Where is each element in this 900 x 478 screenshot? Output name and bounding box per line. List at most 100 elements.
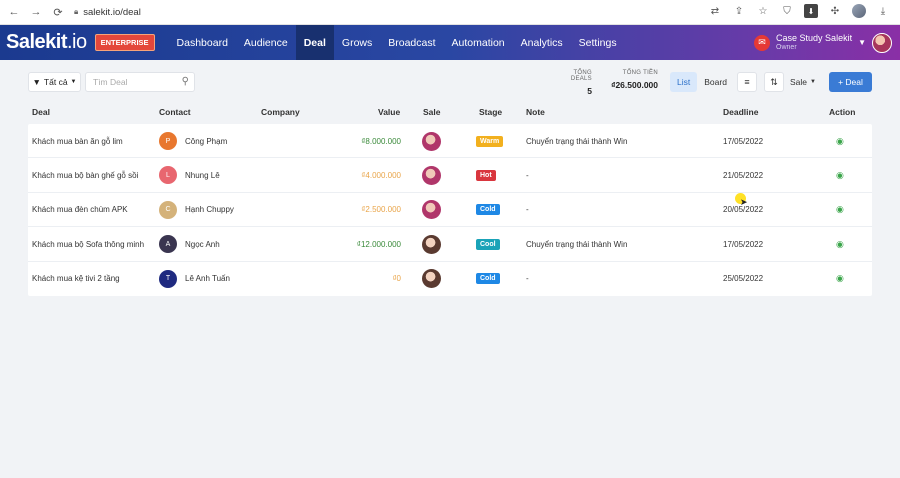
sale-avatar[interactable]	[422, 124, 441, 158]
stage-badge[interactable]: Cold	[476, 262, 500, 296]
contact-avatar: T	[159, 269, 177, 288]
forward-icon[interactable]: →	[30, 6, 42, 18]
user-avatar[interactable]	[872, 32, 892, 53]
table-header: Deal Contact Company Value Sale Stage No…	[28, 103, 872, 121]
note-cell: -	[526, 274, 529, 284]
menu-analytics[interactable]: Analytics	[520, 36, 563, 49]
sale-filter-dropdown[interactable]: Sale ▼	[790, 77, 816, 87]
contact-cell[interactable]: T Lê Anh Tuấn	[159, 262, 230, 296]
contact-cell[interactable]: A Ngọc Anh	[159, 227, 220, 261]
menu-grows[interactable]: Grows	[341, 36, 373, 49]
stage-badge[interactable]: Cool	[476, 227, 500, 261]
view-list-button[interactable]: List	[670, 72, 698, 92]
table-row[interactable]: Khách mua bộ Sofa thông minh A Ngọc Anh ₫12…	[28, 227, 872, 262]
stage-badge[interactable]: Hot	[476, 158, 496, 192]
sort-icon[interactable]: ⇅	[764, 72, 784, 92]
salekit-logo[interactable]: Salekit.io	[6, 31, 87, 53]
col-action: Action	[829, 107, 856, 117]
note-cell: Chuyển trạng thái thành Win	[526, 136, 628, 146]
sale-avatar[interactable]	[422, 262, 441, 296]
share-icon[interactable]: ⇪	[734, 5, 744, 17]
col-contact[interactable]: Contact	[159, 107, 191, 117]
table-row[interactable]: Khách mua bộ bàn ghế gỗ sồi L Nhung Lê ₫4.0…	[28, 158, 872, 193]
sale-avatar[interactable]	[422, 158, 441, 192]
account-menu[interactable]: ✉ Case Study Salekit Owner ▼	[754, 25, 892, 60]
menu-list-icon[interactable]: ≡	[737, 72, 757, 92]
bookmark-star-icon[interactable]: ☆	[758, 5, 768, 17]
contact-cell[interactable]: P Công Phạm	[159, 124, 227, 158]
menu-deal[interactable]: Deal	[295, 25, 334, 60]
mail-icon[interactable]: ✉	[754, 34, 771, 51]
contact-avatar: C	[159, 200, 177, 219]
contact-cell[interactable]: L Nhung Lê	[159, 158, 220, 192]
deal-name[interactable]: Khách mua kệ tivi 2 tầng	[32, 274, 120, 284]
table-row[interactable]: Khách mua kệ tivi 2 tầng T Lê Anh Tuấn ₫0 Co…	[28, 262, 872, 296]
filter-icon: ▼	[32, 77, 41, 87]
table-row[interactable]: Khách mua bàn ăn gỗ lim P Công Phạm ₫8.000.…	[28, 124, 872, 159]
menu-broadcast[interactable]: Broadcast	[388, 36, 436, 49]
contact-name: Ngọc Anh	[185, 239, 220, 249]
main-menu: Dashboard Audience Deal Grows Broadcast …	[169, 25, 625, 60]
lock-icon: 🔒︎	[74, 7, 79, 16]
total-value: TỔNG TIỀN ₫26.500.000	[611, 70, 658, 90]
back-icon[interactable]: ←	[8, 6, 20, 18]
deal-name[interactable]: Khách mua bộ Sofa thông minh	[32, 239, 145, 249]
view-eye-icon[interactable]: ◉	[836, 135, 844, 146]
translate-icon[interactable]: ⇄	[710, 5, 720, 17]
puzzle-icon[interactable]: ✣	[830, 5, 840, 17]
extension-download-icon[interactable]: ⬇	[804, 4, 818, 18]
caret-down-icon: ▼	[70, 79, 77, 85]
note-cell: -	[526, 205, 529, 215]
profile-avatar-icon[interactable]	[852, 4, 866, 18]
col-stage[interactable]: Stage	[479, 107, 503, 117]
view-eye-icon[interactable]: ◉	[836, 169, 844, 180]
view-board-button[interactable]: Board	[704, 77, 727, 87]
contact-avatar: P	[159, 132, 177, 150]
filter-dropdown[interactable]: ▼ Tất cả ▼	[28, 72, 81, 92]
col-sale[interactable]: Sale	[423, 107, 441, 117]
menu-dashboard[interactable]: Dashboard	[176, 36, 228, 49]
view-toggle: List Board	[670, 72, 734, 92]
caret-down-icon[interactable]: ▼	[858, 38, 866, 47]
col-deal[interactable]: Deal	[32, 107, 50, 117]
col-company[interactable]: Company	[261, 107, 300, 117]
view-eye-icon[interactable]: ◉	[836, 273, 844, 284]
col-value[interactable]: Value	[378, 107, 401, 117]
deal-name[interactable]: Khách mua bộ bàn ghế gỗ sồi	[32, 170, 139, 180]
table-row[interactable]: Khách mua đèn chùm APK C Hạnh Chuppy ₫2.500…	[28, 193, 872, 228]
search-input[interactable]: Tìm Deal ⚲	[85, 72, 195, 92]
address-bar[interactable]: 🔒︎ salekit.io/deal	[74, 7, 141, 18]
shield-icon[interactable]: ⛉	[783, 5, 791, 17]
deal-name[interactable]: Khách mua đèn chùm APK	[32, 205, 128, 215]
view-eye-icon[interactable]: ◉	[836, 204, 844, 215]
deal-value: ₫0	[392, 274, 401, 284]
deadline-cell: 20/05/2022	[723, 205, 764, 215]
contact-name: Lê Anh Tuấn	[185, 274, 230, 284]
search-icon[interactable]: ⚲	[181, 76, 189, 87]
contact-avatar: A	[159, 235, 177, 254]
menu-settings[interactable]: Settings	[578, 36, 617, 49]
view-eye-icon[interactable]: ◉	[836, 238, 844, 249]
contact-cell[interactable]: C Hạnh Chuppy	[159, 193, 234, 227]
caret-down-icon: ▼	[810, 79, 816, 85]
deal-value: ₫2.500.000	[361, 205, 401, 215]
download-icon[interactable]: ⤓	[880, 5, 886, 17]
total-deals: TỔNG DEALS 5	[570, 70, 592, 96]
col-note[interactable]: Note	[526, 107, 545, 117]
deal-table: Khách mua bàn ăn gỗ lim P Công Phạm ₫8.000.…	[28, 124, 872, 296]
menu-automation[interactable]: Automation	[451, 36, 505, 49]
menu-audience[interactable]: Audience	[243, 36, 288, 49]
reload-icon[interactable]: ⟳	[53, 6, 63, 19]
browser-toolbar: ← → ⟳ 🔒︎ salekit.io/deal ⇄ ⇪ ☆ ⛉ ⬇ ✣ ⤓	[0, 0, 900, 25]
account-name: Case Study Salekit	[776, 33, 853, 44]
app-navbar: Salekit.io ENTERPRISE Dashboard Audience…	[0, 25, 900, 60]
sale-avatar[interactable]	[422, 227, 441, 261]
stage-badge[interactable]: Cold	[476, 193, 500, 227]
deadline-cell: 21/05/2022	[723, 170, 764, 180]
sale-avatar[interactable]	[422, 193, 441, 227]
deadline-cell: 25/05/2022	[723, 274, 764, 284]
deal-name[interactable]: Khách mua bàn ăn gỗ lim	[32, 136, 123, 146]
col-deadline[interactable]: Deadline	[723, 107, 759, 117]
stage-badge[interactable]: Warm	[476, 124, 504, 158]
add-deal-button[interactable]: + Deal	[829, 72, 872, 92]
